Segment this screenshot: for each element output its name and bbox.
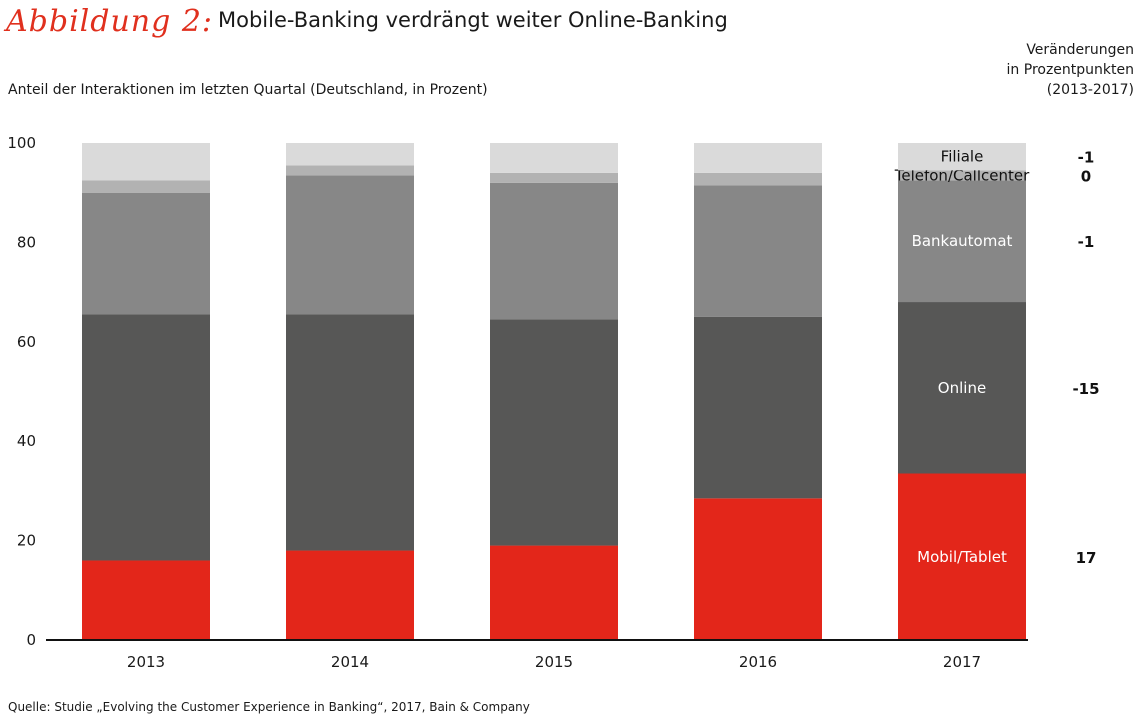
bar-segment-online — [694, 316, 822, 499]
y-tick-label: 40 — [17, 432, 36, 450]
x-tick-label: 2016 — [739, 653, 777, 671]
bar-segment-mobil-tablet — [898, 473, 1026, 640]
change-value: -15 — [1072, 380, 1099, 398]
change-header-line-2: in Prozentpunkten — [1006, 62, 1134, 78]
figure-label: Abbildung 2: — [6, 4, 214, 39]
y-tick-label: 100 — [7, 134, 36, 152]
change-value: 17 — [1076, 549, 1097, 567]
bar-segment-online — [82, 314, 210, 561]
bar-segment-bankautomat — [82, 192, 210, 315]
x-tick-label: 2015 — [535, 653, 573, 671]
bar-segment-mobil-tablet — [490, 545, 618, 640]
segment-label: Bankautomat — [912, 232, 1013, 250]
bar-segment-telefon-callcenter — [286, 165, 414, 176]
segment-label: Online — [938, 379, 986, 397]
bar-segment-telefon-callcenter — [694, 172, 822, 186]
change-header-line-1: Veränderungen — [1026, 42, 1134, 58]
segment-label: Mobil/Tablet — [917, 548, 1007, 566]
bar-segment-online — [898, 302, 1026, 474]
bar-segment-telefon-callcenter — [490, 172, 618, 183]
chart-title: Mobile-Banking verdrängt weiter Online-B… — [218, 8, 728, 32]
y-tick-label: 20 — [17, 532, 36, 550]
change-column-header: Veränderungen in Prozentpunkten (2013-20… — [934, 40, 1134, 100]
bar-segment-bankautomat — [490, 182, 618, 320]
bar-segment-mobil-tablet — [82, 560, 210, 640]
bar-segment-mobil-tablet — [694, 498, 822, 640]
change-header-line-3: (2013-2017) — [1046, 82, 1134, 98]
bar-segment-bankautomat — [694, 185, 822, 317]
bar-segment-mobil-tablet — [286, 550, 414, 640]
bar-segment-online — [490, 319, 618, 546]
bar-segment-bankautomat — [898, 180, 1026, 303]
x-tick-label: 2013 — [127, 653, 165, 671]
bar-segment-filiale — [898, 143, 1026, 171]
source-note: Quelle: Studie „Evolving the Customer Ex… — [8, 700, 530, 714]
x-tick-label: 2017 — [943, 653, 981, 671]
change-value: -1 — [1078, 149, 1095, 167]
y-tick-label: 80 — [17, 233, 36, 251]
segment-label: Filiale — [941, 148, 984, 166]
bar-segment-online — [286, 314, 414, 551]
bar-segment-filiale — [490, 143, 618, 173]
bar-segment-telefon-callcenter — [898, 170, 1026, 181]
change-value: 0 — [1081, 167, 1091, 185]
bar-segment-filiale — [694, 143, 822, 173]
chart-subtitle: Anteil der Interaktionen im letzten Quar… — [8, 82, 488, 98]
change-value: -1 — [1078, 233, 1095, 251]
segment-label: Telefon/Callcenter — [894, 166, 1030, 184]
y-tick-label: 0 — [26, 631, 36, 649]
bar-segment-filiale — [286, 143, 414, 166]
bar-segment-telefon-callcenter — [82, 180, 210, 193]
bar-segment-bankautomat — [286, 175, 414, 315]
x-tick-label: 2014 — [331, 653, 369, 671]
y-tick-label: 60 — [17, 333, 36, 351]
bar-segment-filiale — [82, 143, 210, 181]
